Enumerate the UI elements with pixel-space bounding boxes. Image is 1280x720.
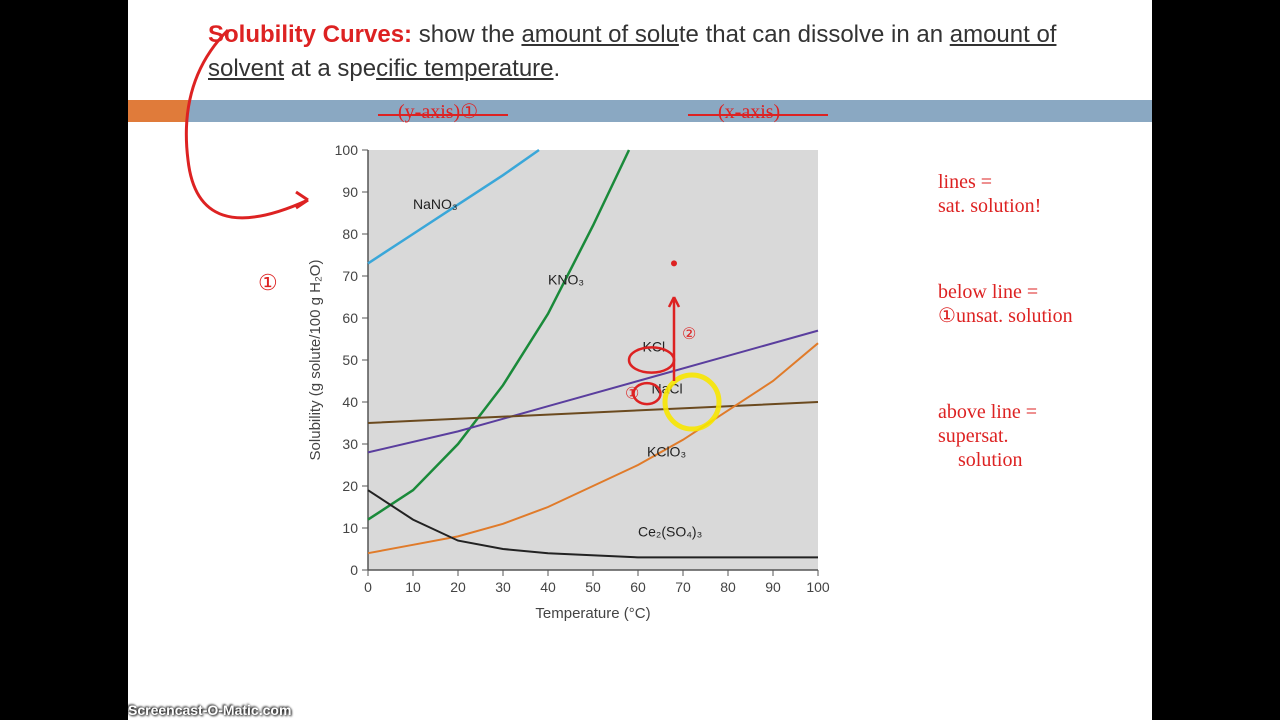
- note-below: below line = ①unsat. solution: [938, 280, 1073, 328]
- watermark: Screencast-O-Matic.com: [128, 702, 291, 718]
- svg-text:0: 0: [350, 562, 358, 578]
- svg-text:80: 80: [342, 226, 358, 242]
- svg-text:30: 30: [342, 436, 358, 452]
- red-dot: [671, 260, 677, 266]
- series-label-KNO3: KNO₃: [548, 271, 584, 287]
- series-label-KClO3: KClO₃: [647, 444, 686, 460]
- accent-bar: [128, 100, 1152, 122]
- svg-text:60: 60: [630, 579, 646, 595]
- svg-text:20: 20: [450, 579, 466, 595]
- svg-text:80: 80: [720, 579, 736, 595]
- note-lines: lines = sat. solution!: [938, 170, 1041, 218]
- svg-text:10: 10: [342, 520, 358, 536]
- svg-text:60: 60: [342, 310, 358, 326]
- svg-text:①: ①: [625, 386, 639, 403]
- svg-text:0: 0: [364, 579, 372, 595]
- svg-text:100: 100: [806, 579, 830, 595]
- svg-text:100: 100: [335, 142, 359, 158]
- svg-text:40: 40: [342, 394, 358, 410]
- svg-text:30: 30: [495, 579, 511, 595]
- svg-text:20: 20: [342, 478, 358, 494]
- title-lead: Solubility Curves:: [208, 21, 412, 48]
- solubility-chart: 0 10 20 30 40 50 60 70 80 90 100 0 10 20 30 40 50 60 70 80 9…: [298, 140, 918, 700]
- svg-text:②: ②: [682, 326, 696, 343]
- series-label-NaNO3: NaNO₃: [413, 196, 458, 212]
- svg-text:70: 70: [342, 268, 358, 284]
- note-yaxis: (y-axis)①: [398, 100, 478, 124]
- note-xaxis: (x-axis): [718, 100, 780, 124]
- note-left-mark: ①: [258, 270, 278, 296]
- svg-text:40: 40: [540, 579, 556, 595]
- note-above: above line = supersat. solution: [938, 400, 1037, 472]
- svg-text:70: 70: [675, 579, 691, 595]
- svg-text:50: 50: [585, 579, 601, 595]
- series-label-Ce2SO43: Ce₂(SO₄)₃: [638, 523, 702, 539]
- svg-text:Temperature (°C): Temperature (°C): [535, 605, 650, 622]
- svg-text:Solubility (g solute/100 g H₂O: Solubility (g solute/100 g H₂O): [307, 260, 324, 461]
- title-text: Solubility Curves: show the amount of so…: [208, 18, 1112, 85]
- svg-text:50: 50: [342, 352, 358, 368]
- svg-text:90: 90: [765, 579, 781, 595]
- svg-text:10: 10: [405, 579, 421, 595]
- slide: Solubility Curves: show the amount of so…: [128, 0, 1152, 720]
- svg-text:90: 90: [342, 184, 358, 200]
- accent-block: [128, 100, 188, 122]
